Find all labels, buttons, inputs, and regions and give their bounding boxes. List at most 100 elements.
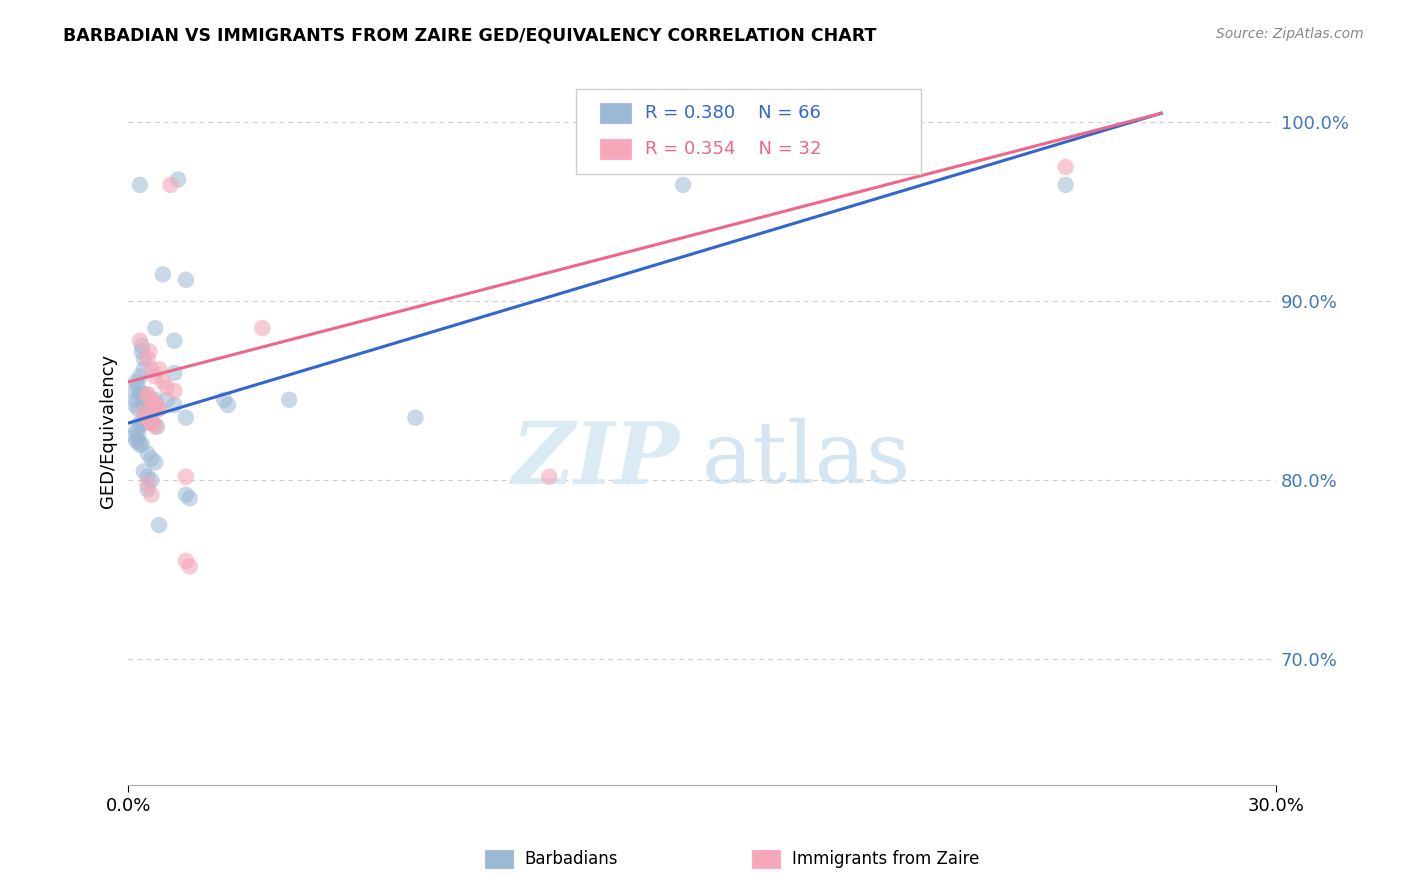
Point [136,351,159,366]
Point [132,405,155,419]
Text: Barbadians: Barbadians [524,850,619,868]
Point [159,178,181,192]
Point [136,410,159,425]
Point [538,469,561,483]
Point [127,380,149,394]
Point [163,366,186,380]
Point [143,419,166,434]
Point [136,410,159,425]
Point [156,392,179,407]
Point [141,488,163,502]
Point [174,469,197,483]
Point [131,344,153,359]
Point [122,428,145,442]
Point [129,419,152,434]
Point [136,410,159,425]
Point [143,398,166,412]
Point [135,401,157,416]
Point [129,387,152,401]
Point [138,398,160,412]
Point [127,428,149,442]
Point [1054,160,1077,174]
Point [152,375,174,389]
Text: R = 0.380    N = 66: R = 0.380 N = 66 [645,104,821,122]
Point [278,392,301,407]
Point [132,464,155,478]
Text: Immigrants from Zaire: Immigrants from Zaire [792,850,979,868]
Point [132,362,155,376]
Point [129,334,152,348]
Point [136,410,159,425]
Point [136,469,159,483]
Point [141,362,163,376]
Text: R = 0.354    N = 32: R = 0.354 N = 32 [645,140,823,158]
Point [141,392,163,407]
Point [127,401,149,416]
Point [132,398,155,412]
Point [132,351,155,366]
Point [141,398,163,412]
Point [148,401,170,416]
Point [142,416,165,430]
Point [217,398,239,412]
Point [404,410,426,425]
Point [136,387,159,401]
Point [163,334,186,348]
Point [143,401,166,416]
Point [174,273,197,287]
Point [129,437,152,451]
Point [141,405,163,419]
Point [672,178,695,192]
Point [146,419,169,434]
Point [179,559,201,574]
Point [131,437,153,451]
Point [163,384,186,398]
Point [136,446,159,460]
Point [174,488,197,502]
Point [122,384,145,398]
Point [136,392,159,407]
Point [179,491,201,506]
Point [174,410,197,425]
Point [141,416,163,430]
Point [141,473,163,487]
Point [143,398,166,412]
Text: Source: ZipAtlas.com: Source: ZipAtlas.com [1216,27,1364,41]
Point [131,339,153,353]
Point [138,344,160,359]
Point [148,362,170,376]
Point [148,518,170,533]
Point [163,398,186,412]
Point [136,483,159,497]
Point [141,398,163,412]
Point [125,434,148,448]
Point [1054,178,1077,192]
Point [136,392,159,407]
Point [152,268,174,282]
Point [129,369,152,384]
Point [212,392,235,407]
Y-axis label: GED/Equivalency: GED/Equivalency [100,354,117,508]
Point [129,416,152,430]
Point [125,423,148,437]
Point [127,434,149,448]
Point [141,416,163,430]
Point [156,380,179,394]
Point [136,387,159,401]
Point [148,401,170,416]
Point [124,398,146,412]
Point [141,451,163,466]
Point [132,416,155,430]
Text: ZIP: ZIP [512,417,679,501]
Point [132,387,155,401]
Point [143,392,166,407]
Point [167,172,190,186]
Point [136,401,159,416]
Point [136,477,159,491]
Point [125,375,148,389]
Text: atlas: atlas [702,417,911,501]
Point [138,410,160,425]
Point [252,321,274,335]
Point [129,178,152,192]
Point [143,455,166,469]
